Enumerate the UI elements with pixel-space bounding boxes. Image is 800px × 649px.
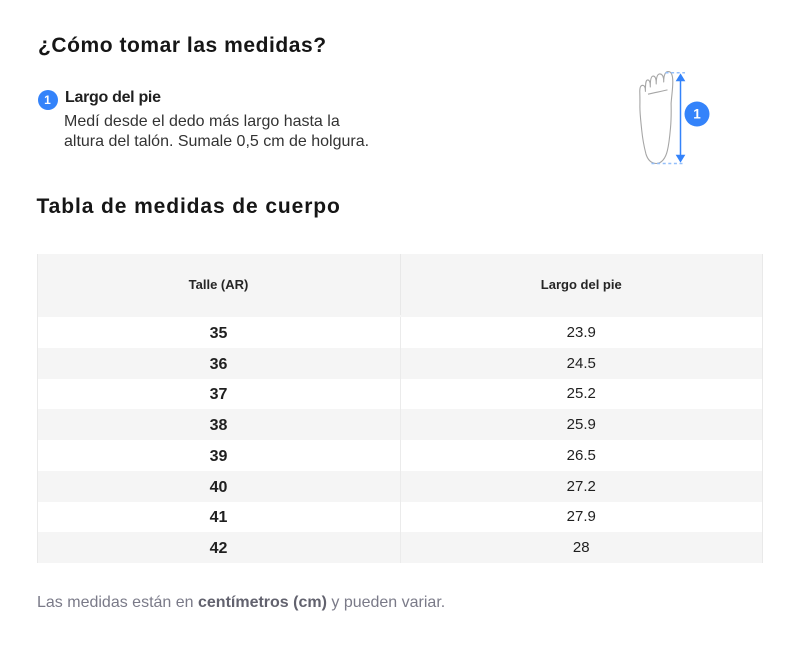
svg-text:1: 1 [693,107,701,122]
